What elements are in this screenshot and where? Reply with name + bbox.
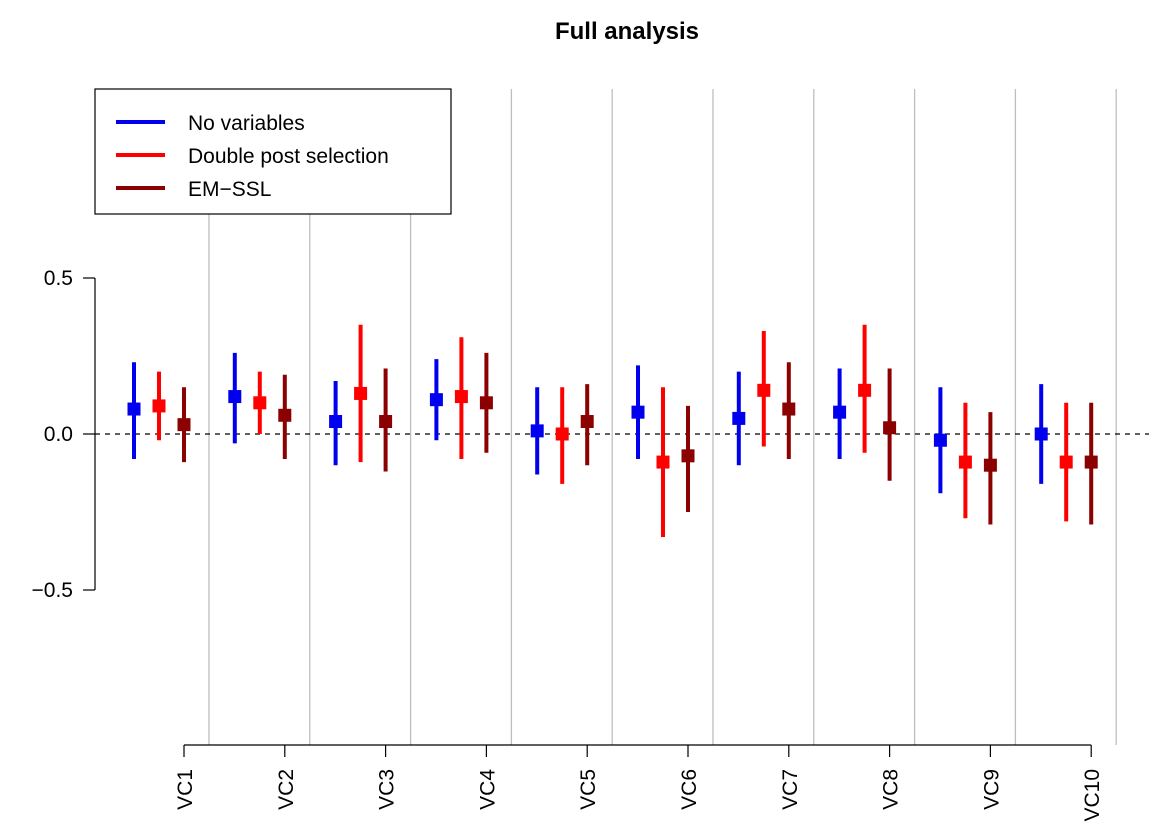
point-marker	[631, 405, 645, 419]
point-marker	[681, 449, 695, 463]
point-marker	[656, 455, 670, 469]
point-marker	[883, 421, 897, 435]
series-em-ssl	[177, 352, 1098, 525]
y-tick-label: 0.5	[44, 267, 73, 290]
x-tick-label-vc3: VC3	[376, 769, 399, 810]
x-tick-label-vc7: VC7	[779, 769, 802, 810]
point-marker	[329, 415, 343, 429]
point-marker	[933, 433, 947, 447]
series-double-post-selection	[152, 324, 1073, 537]
point-marker	[429, 393, 443, 407]
x-tick-label-vc10: VC10	[1081, 769, 1104, 822]
y-axis: 0.5 0.0 −0.5	[32, 267, 96, 602]
point-marker	[379, 415, 393, 429]
point-marker	[983, 458, 997, 472]
point-marker	[1084, 455, 1098, 469]
point-marker	[127, 402, 141, 416]
point-marker	[580, 415, 594, 429]
legend: No variables Double post selection EM−SS…	[94, 88, 452, 215]
point-marker	[479, 396, 493, 410]
point-marker	[177, 418, 191, 432]
x-tick-label-vc4: VC4	[476, 769, 499, 810]
point-marker	[757, 383, 771, 397]
legend-box	[94, 88, 452, 215]
point-marker	[253, 396, 267, 410]
point-marker	[1034, 427, 1048, 441]
point-marker	[1059, 455, 1073, 469]
x-tick-label-vc8: VC8	[880, 769, 903, 810]
point-marker	[782, 402, 796, 416]
point-marker	[732, 411, 746, 425]
point-marker	[278, 408, 292, 422]
y-tick-label: −0.5	[32, 579, 73, 602]
y-tick-label: 0.0	[44, 423, 73, 446]
point-marker	[833, 405, 847, 419]
x-tick-label-vc9: VC9	[980, 769, 1003, 810]
x-tick-label-vc5: VC5	[577, 769, 600, 810]
legend-label-em-ssl: EM−SSL	[188, 178, 271, 201]
x-tick-label-vc2: VC2	[275, 769, 298, 810]
x-axis: VC1 VC2 VC3 VC4 VC5 VC6 VC7 VC8 VC9 VC10	[174, 744, 1104, 822]
series-no-variables	[127, 352, 1048, 494]
point-marker	[958, 455, 972, 469]
point-marker	[858, 383, 872, 397]
point-marker	[354, 386, 368, 400]
chart-title: Full analysis	[555, 18, 699, 45]
point-marker	[228, 390, 242, 404]
point-marker	[454, 390, 468, 404]
legend-label-double-post-selection: Double post selection	[188, 145, 389, 168]
point-marker	[555, 427, 569, 441]
x-tick-label-vc6: VC6	[678, 769, 701, 810]
plot-marks	[127, 324, 1098, 537]
x-tick-label-vc1: VC1	[174, 769, 197, 810]
point-marker	[152, 399, 166, 413]
point-marker	[530, 424, 544, 438]
legend-label-no-variables: No variables	[188, 112, 305, 135]
